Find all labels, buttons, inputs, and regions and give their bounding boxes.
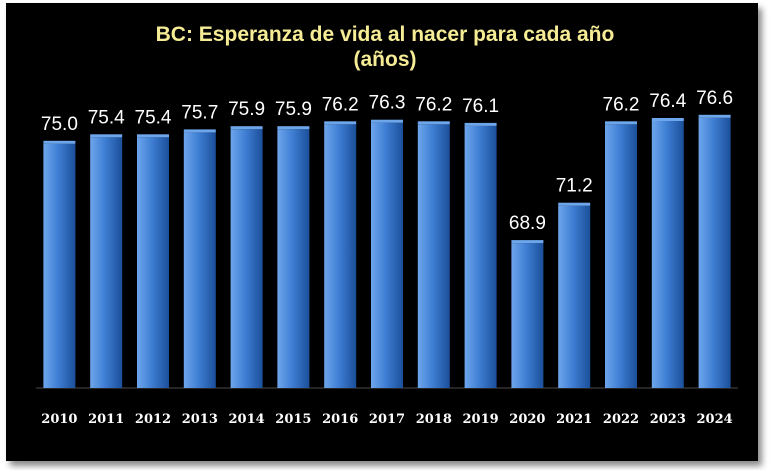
bar-top-2018 [417,121,450,125]
bar-top-2012 [137,134,169,138]
category-label-2018: 2018 [416,412,452,427]
bar-top-2023 [651,118,684,121]
bar-2014 [230,129,263,388]
bar-2020 [511,243,544,388]
value-label-2021: 71.2 [556,176,593,197]
bar-top-2013 [183,129,216,133]
category-label-2012: 2012 [135,412,171,427]
category-label-2022: 2022 [603,412,639,427]
bar-2022 [605,124,637,389]
category-label-2021: 2021 [556,412,592,427]
category-label-2016: 2016 [322,412,358,427]
bar-2010 [43,143,76,388]
category-label-2020: 2020 [509,412,545,427]
category-label-2019: 2019 [463,412,499,427]
bar-top-2010 [43,140,76,144]
bar-top-2016 [324,121,357,125]
bar-2016 [324,124,357,389]
value-label-2012: 75.4 [135,107,172,128]
bar-top-2022 [605,121,637,125]
value-label-2011: 75.4 [88,107,125,128]
bar-top-2020 [511,240,544,244]
bar-2015 [277,129,310,388]
chart-subtitle: (años) [353,48,417,71]
category-label-2015: 2015 [275,412,311,427]
value-label-2019: 76.1 [462,96,499,117]
bar-2018 [417,124,450,389]
bar-2012 [137,137,169,388]
bar-2023 [651,121,684,388]
category-label-2010: 2010 [41,412,77,427]
category-label-2023: 2023 [650,412,686,427]
category-label-2011: 2011 [88,412,124,427]
value-label-2013: 75.7 [181,102,218,123]
value-label-2024: 76.6 [696,88,733,109]
bar-2017 [371,122,403,388]
bar-2011 [90,137,123,388]
value-label-2020: 68.9 [509,213,546,234]
value-label-2015: 75.9 [275,99,312,120]
value-label-2014: 75.9 [228,99,265,120]
bar-2024 [698,117,731,389]
category-label-2024: 2024 [697,412,733,427]
category-label-2017: 2017 [369,412,405,427]
bar-2021 [558,205,591,388]
bar-top-2017 [371,119,403,123]
value-label-2017: 76.3 [369,93,406,114]
value-label-2016: 76.2 [322,94,359,115]
bar-2019 [464,125,497,389]
bar-top-2011 [90,134,123,138]
category-label-2013: 2013 [182,412,218,427]
bar-2013 [183,132,216,388]
value-label-2018: 76.2 [415,94,452,115]
bar-top-2021 [558,202,591,206]
value-label-2023: 76.4 [649,91,686,112]
bar-top-2014 [230,126,263,130]
bar-top-2015 [277,126,310,130]
bar-top-2019 [464,122,497,126]
chart-title: BC: Esperanza de vida al nacer para cada… [0,22,770,72]
category-label-2014: 2014 [229,412,265,427]
value-label-2022: 76.2 [603,94,640,115]
chart-title-main: BC: Esperanza de vida al nacer para cada… [155,23,615,46]
bar-top-2024 [698,114,731,118]
value-label-2010: 75.0 [41,114,78,135]
